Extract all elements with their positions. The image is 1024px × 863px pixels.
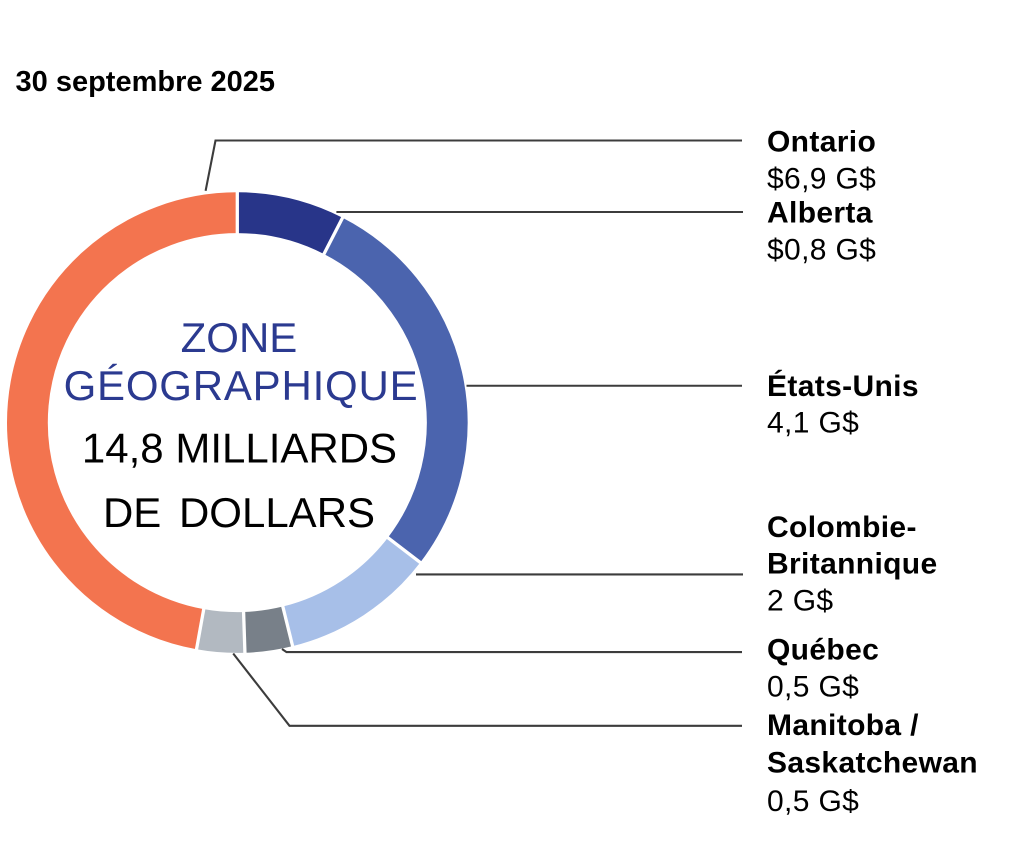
svg-text:Manitoba /: Manitoba /: [767, 709, 919, 742]
svg-text:États-Unis: États-Unis: [767, 369, 919, 403]
svg-text:$6,9 G$: $6,9 G$: [767, 163, 876, 196]
svg-text:GÉOGRAPHIQUE: GÉOGRAPHIQUE: [64, 362, 418, 409]
svg-text:Québec: Québec: [767, 634, 879, 667]
svg-text:2 G$: 2 G$: [767, 585, 833, 618]
svg-text:DE DOLLARS: DE DOLLARS: [103, 489, 375, 536]
svg-text:14,8 MILLIARDS: 14,8 MILLIARDS: [82, 425, 397, 472]
svg-text:0,5 G$: 0,5 G$: [767, 785, 859, 818]
svg-text:Alberta: Alberta: [767, 197, 873, 230]
svg-text:Britannique: Britannique: [767, 548, 938, 581]
svg-text:$0,8 G$: $0,8 G$: [767, 234, 876, 267]
svg-text:4,1 G$: 4,1 G$: [767, 407, 859, 440]
svg-text:0,5 G$: 0,5 G$: [767, 671, 859, 704]
svg-text:Ontario: Ontario: [767, 126, 876, 159]
svg-text:30 septembre 2025: 30 septembre 2025: [16, 66, 276, 98]
svg-text:Saskatchewan: Saskatchewan: [767, 747, 978, 780]
svg-text:ZONE: ZONE: [181, 314, 298, 361]
svg-text:Colombie-: Colombie-: [767, 511, 917, 544]
